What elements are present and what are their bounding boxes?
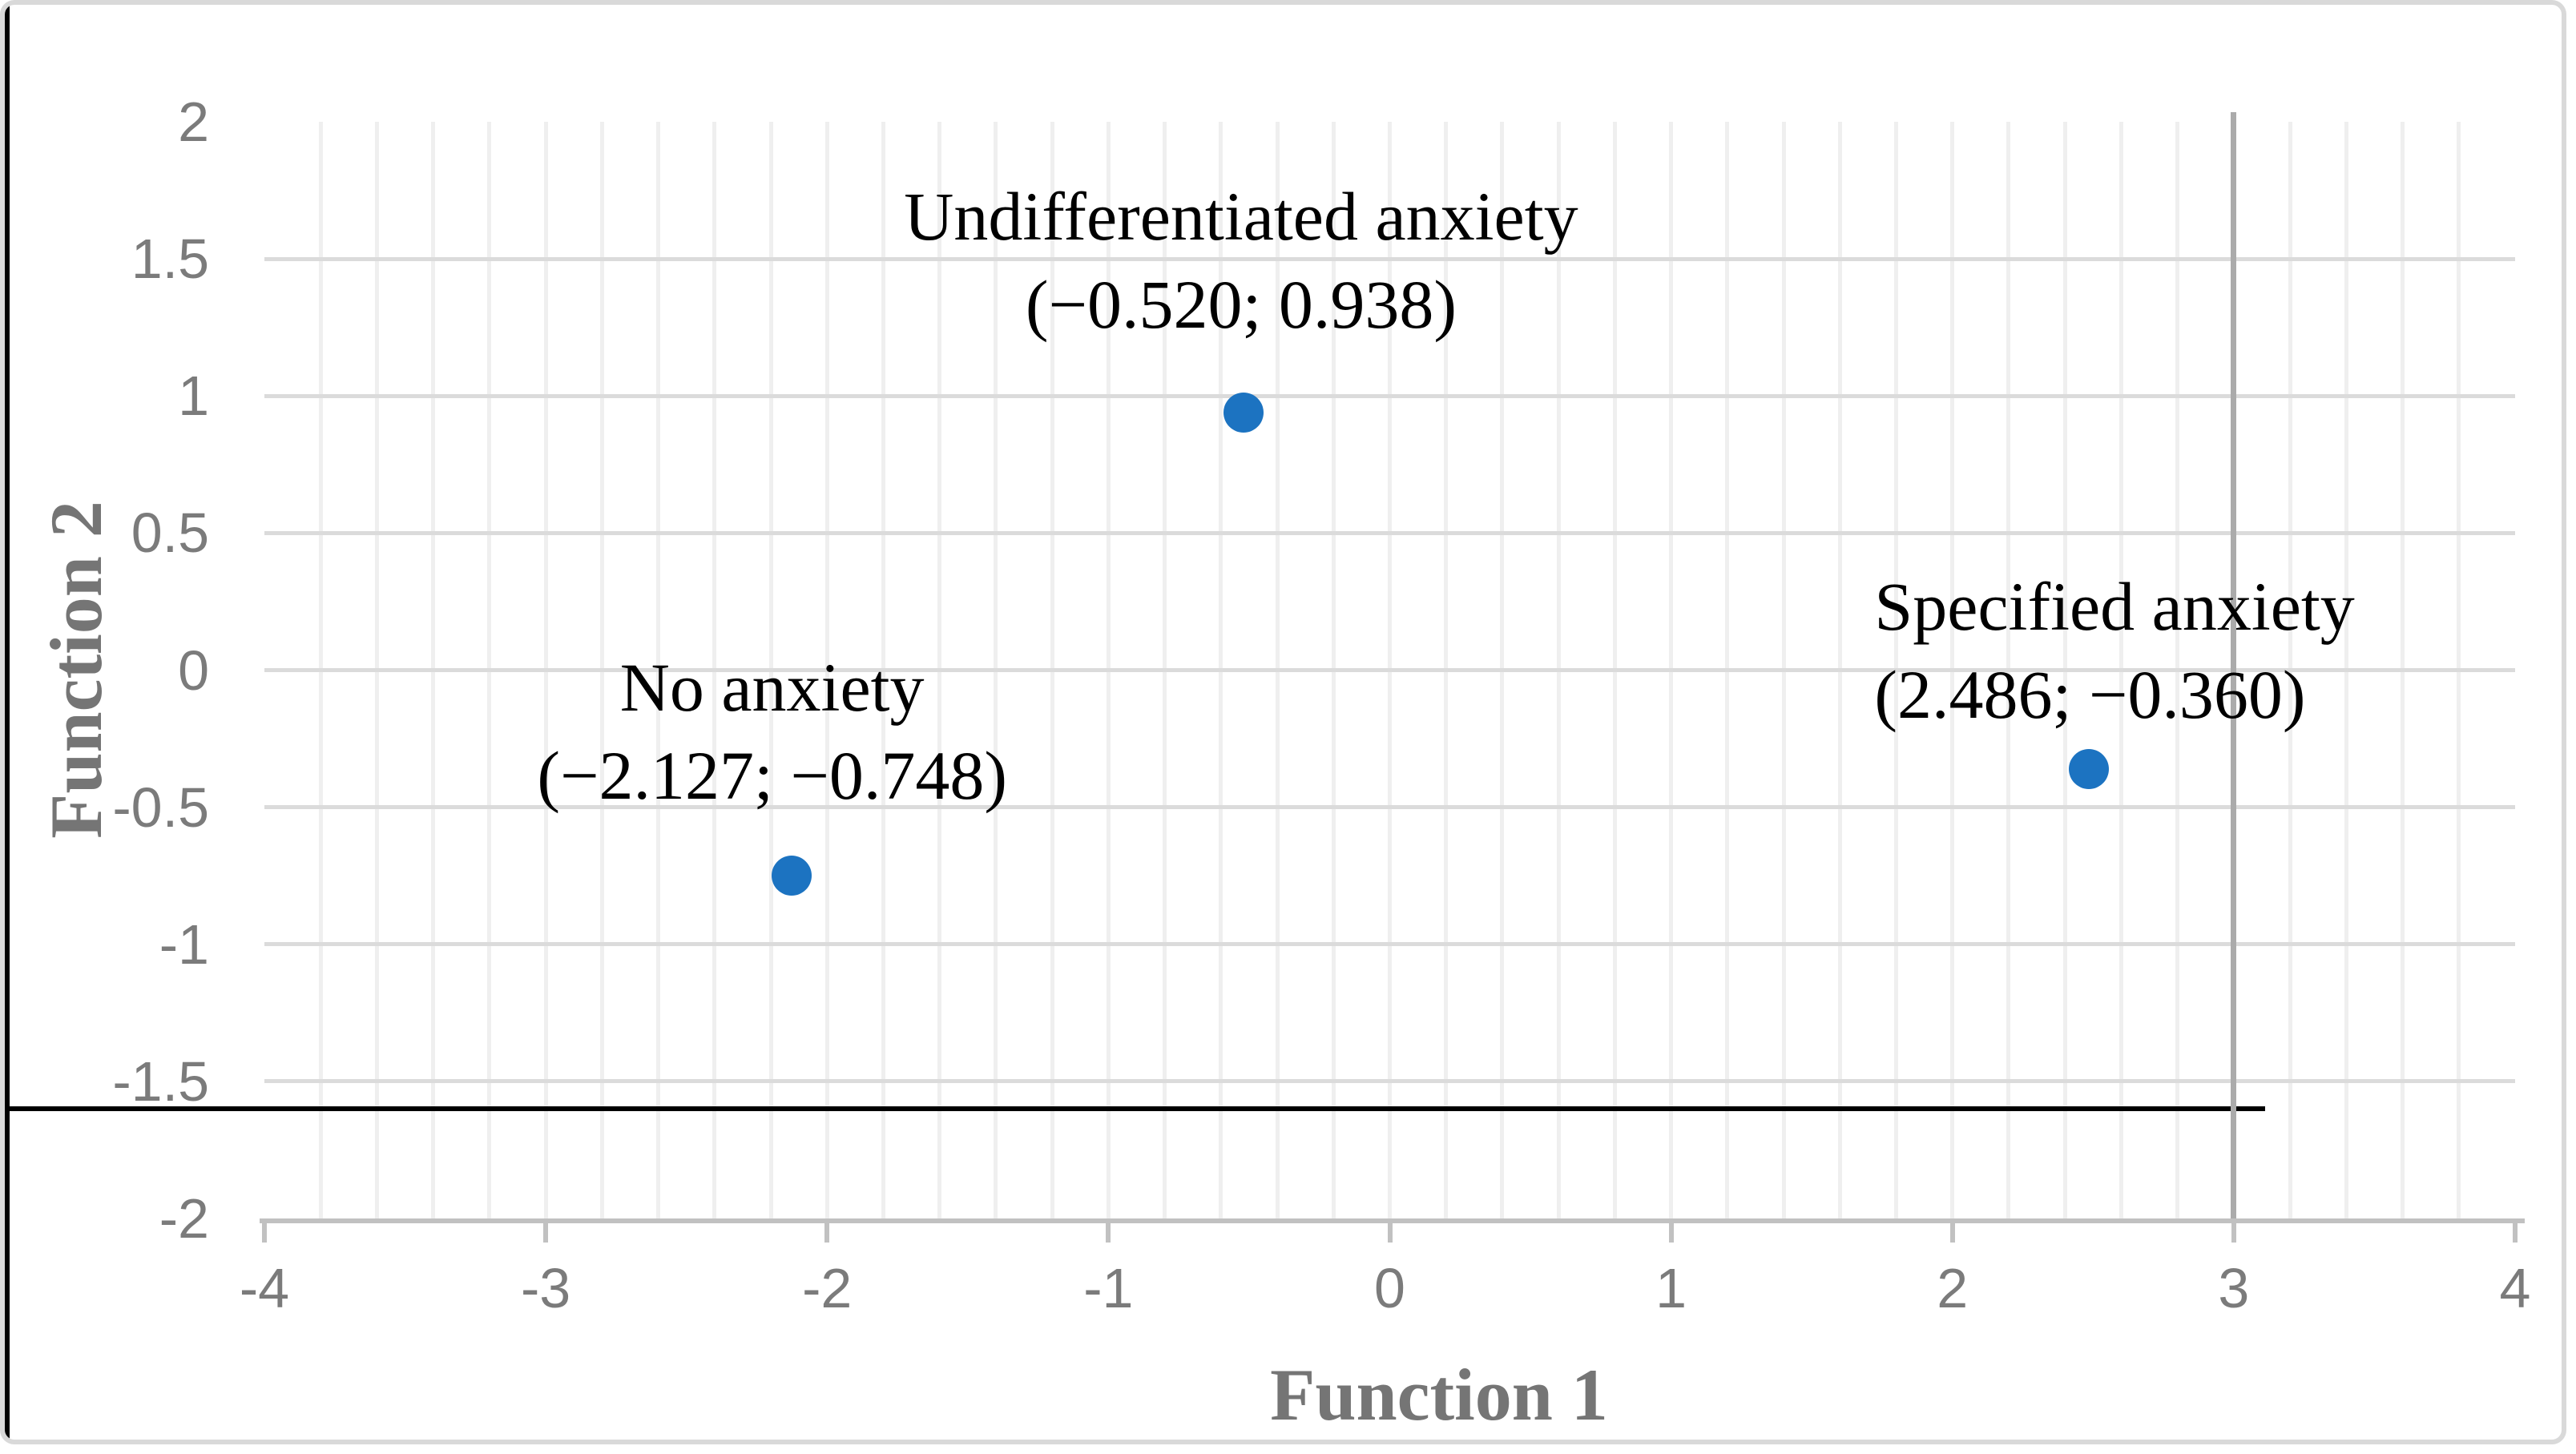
x-axis-tick (2231, 1218, 2236, 1243)
x-tick-label: 2 (1937, 1257, 1969, 1319)
y-tick-label: -0.5 (112, 775, 209, 839)
data-point-label: No anxiety (−2.127; −0.748) (537, 643, 1007, 820)
x-axis-tick (543, 1218, 549, 1243)
data-point (2069, 748, 2110, 789)
highlight-vertical-line (2231, 112, 2237, 1218)
horizontal-major-gridline (264, 393, 2515, 398)
plot-border-top (5, 1106, 2265, 1111)
x-axis-tick (262, 1218, 267, 1243)
data-label-coordinates: (−0.520; 0.938) (1025, 266, 1457, 344)
x-axis-line (260, 1218, 2525, 1223)
horizontal-major-gridline (264, 530, 2515, 535)
data-label-title: Undifferentiated anxiety (904, 178, 1578, 256)
data-label-coordinates: (2.486; −0.360) (1874, 655, 2306, 733)
horizontal-major-gridline (264, 1079, 2515, 1084)
x-tick-label: 3 (2218, 1257, 2250, 1319)
x-axis-tick (1106, 1218, 1111, 1243)
x-axis-tick (1668, 1218, 1674, 1243)
data-point (1223, 393, 1264, 433)
x-tick-label: 4 (2499, 1257, 2531, 1319)
x-axis-tick (1387, 1218, 1393, 1243)
x-tick-label: -4 (239, 1257, 290, 1319)
y-tick-label: 0 (178, 638, 209, 702)
y-tick-label: -2 (159, 1187, 209, 1250)
data-point-label: Undifferentiated anxiety (−0.520; 0.938) (904, 172, 1578, 348)
y-axis-title: Function 2 (35, 501, 117, 839)
y-tick-label: 0.5 (131, 501, 209, 565)
x-tick-label: 1 (1655, 1257, 1687, 1319)
horizontal-major-gridline (264, 942, 2515, 947)
x-tick-label: 0 (1374, 1257, 1405, 1319)
y-tick-label: 1 (178, 365, 209, 428)
y-tick-label: 1.5 (131, 228, 209, 291)
horizontal-major-gridline (264, 805, 2515, 810)
y-tick-label: 2 (178, 91, 209, 153)
plot-border-right (5, 1111, 10, 1440)
x-axis-tick (2513, 1218, 2518, 1243)
data-label-title: Specified anxiety (1874, 567, 2355, 645)
data-label-coordinates: (−2.127; −0.748) (537, 736, 1007, 814)
data-label-title: No anxiety (619, 648, 925, 726)
horizontal-major-gridline (264, 668, 2515, 672)
x-tick-label: -1 (1083, 1257, 1134, 1319)
y-tick-label: -1.5 (112, 1049, 209, 1113)
plot-border-left (5, 5, 10, 1106)
plot-frame-layer (5, 5, 2525, 1440)
horizontal-major-gridline (264, 256, 2515, 261)
x-axis-tick (824, 1218, 830, 1243)
data-point (771, 855, 812, 896)
y-tick-label: -1 (159, 912, 209, 976)
x-axis-title: Function 1 (1270, 1354, 1608, 1436)
x-axis-tick (1949, 1218, 1955, 1243)
x-tick-label: -2 (802, 1257, 853, 1319)
data-point-label: Specified anxiety (2.486; −0.360) (1874, 562, 2354, 739)
x-tick-label: -3 (521, 1257, 571, 1319)
